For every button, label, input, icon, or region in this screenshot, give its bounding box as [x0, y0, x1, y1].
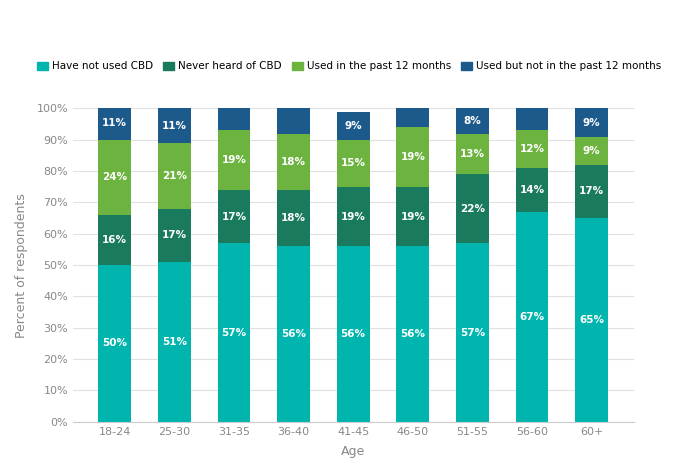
- Text: 18%: 18%: [281, 213, 306, 223]
- Text: 56%: 56%: [341, 329, 365, 339]
- Text: 19%: 19%: [400, 152, 425, 162]
- Bar: [396, 246, 429, 422]
- Bar: [277, 133, 310, 190]
- Text: 51%: 51%: [162, 337, 187, 347]
- Text: 11%: 11%: [162, 121, 187, 131]
- Text: 57%: 57%: [460, 327, 485, 338]
- Bar: [158, 143, 190, 209]
- Text: 12%: 12%: [519, 144, 545, 154]
- Text: 8%: 8%: [463, 116, 482, 126]
- Text: 22%: 22%: [460, 204, 485, 214]
- Text: 24%: 24%: [102, 172, 127, 183]
- Text: 9%: 9%: [344, 121, 362, 131]
- Text: 56%: 56%: [400, 329, 426, 339]
- Bar: [396, 127, 429, 187]
- Bar: [396, 187, 429, 246]
- Bar: [337, 140, 370, 187]
- Bar: [158, 108, 190, 143]
- Text: 56%: 56%: [281, 329, 306, 339]
- Bar: [337, 246, 370, 422]
- Text: 19%: 19%: [400, 211, 425, 221]
- Bar: [218, 131, 251, 190]
- Bar: [218, 243, 251, 422]
- Text: 9%: 9%: [583, 146, 601, 156]
- Text: 9%: 9%: [583, 118, 601, 128]
- Bar: [456, 133, 489, 174]
- Bar: [337, 187, 370, 246]
- Text: 67%: 67%: [519, 312, 545, 322]
- Text: 15%: 15%: [341, 158, 365, 168]
- Legend: Have not used CBD, Never heard of CBD, Used in the past 12 months, Used but not : Have not used CBD, Never heard of CBD, U…: [33, 57, 665, 76]
- Bar: [516, 168, 548, 212]
- Bar: [516, 212, 548, 422]
- Text: 11%: 11%: [102, 118, 127, 128]
- Bar: [98, 265, 131, 422]
- Bar: [277, 108, 310, 133]
- Bar: [575, 137, 608, 165]
- Text: 19%: 19%: [341, 211, 365, 221]
- Bar: [218, 190, 251, 243]
- Text: 13%: 13%: [460, 149, 485, 159]
- Bar: [456, 108, 489, 133]
- Text: 14%: 14%: [519, 185, 545, 195]
- X-axis label: Age: Age: [341, 445, 365, 458]
- Text: 17%: 17%: [579, 186, 604, 196]
- Text: 21%: 21%: [162, 171, 187, 181]
- Bar: [98, 105, 131, 140]
- Y-axis label: Percent of respondents: Percent of respondents: [15, 193, 28, 338]
- Bar: [456, 243, 489, 422]
- Text: 18%: 18%: [281, 157, 306, 166]
- Bar: [575, 218, 608, 422]
- Bar: [575, 108, 608, 137]
- Bar: [337, 112, 370, 140]
- Text: 17%: 17%: [162, 230, 187, 240]
- Bar: [218, 108, 251, 131]
- Bar: [516, 131, 548, 168]
- Bar: [158, 262, 190, 422]
- Bar: [396, 108, 429, 127]
- Bar: [516, 108, 548, 131]
- Text: 19%: 19%: [221, 155, 246, 165]
- Bar: [575, 165, 608, 218]
- Text: 17%: 17%: [221, 211, 246, 221]
- Bar: [277, 246, 310, 422]
- Bar: [98, 215, 131, 265]
- Text: 57%: 57%: [221, 327, 246, 338]
- Bar: [98, 140, 131, 215]
- Bar: [456, 174, 489, 243]
- Bar: [277, 190, 310, 246]
- Text: 50%: 50%: [102, 339, 127, 349]
- Text: 16%: 16%: [102, 235, 127, 245]
- Text: 65%: 65%: [579, 315, 604, 325]
- Bar: [158, 209, 190, 262]
